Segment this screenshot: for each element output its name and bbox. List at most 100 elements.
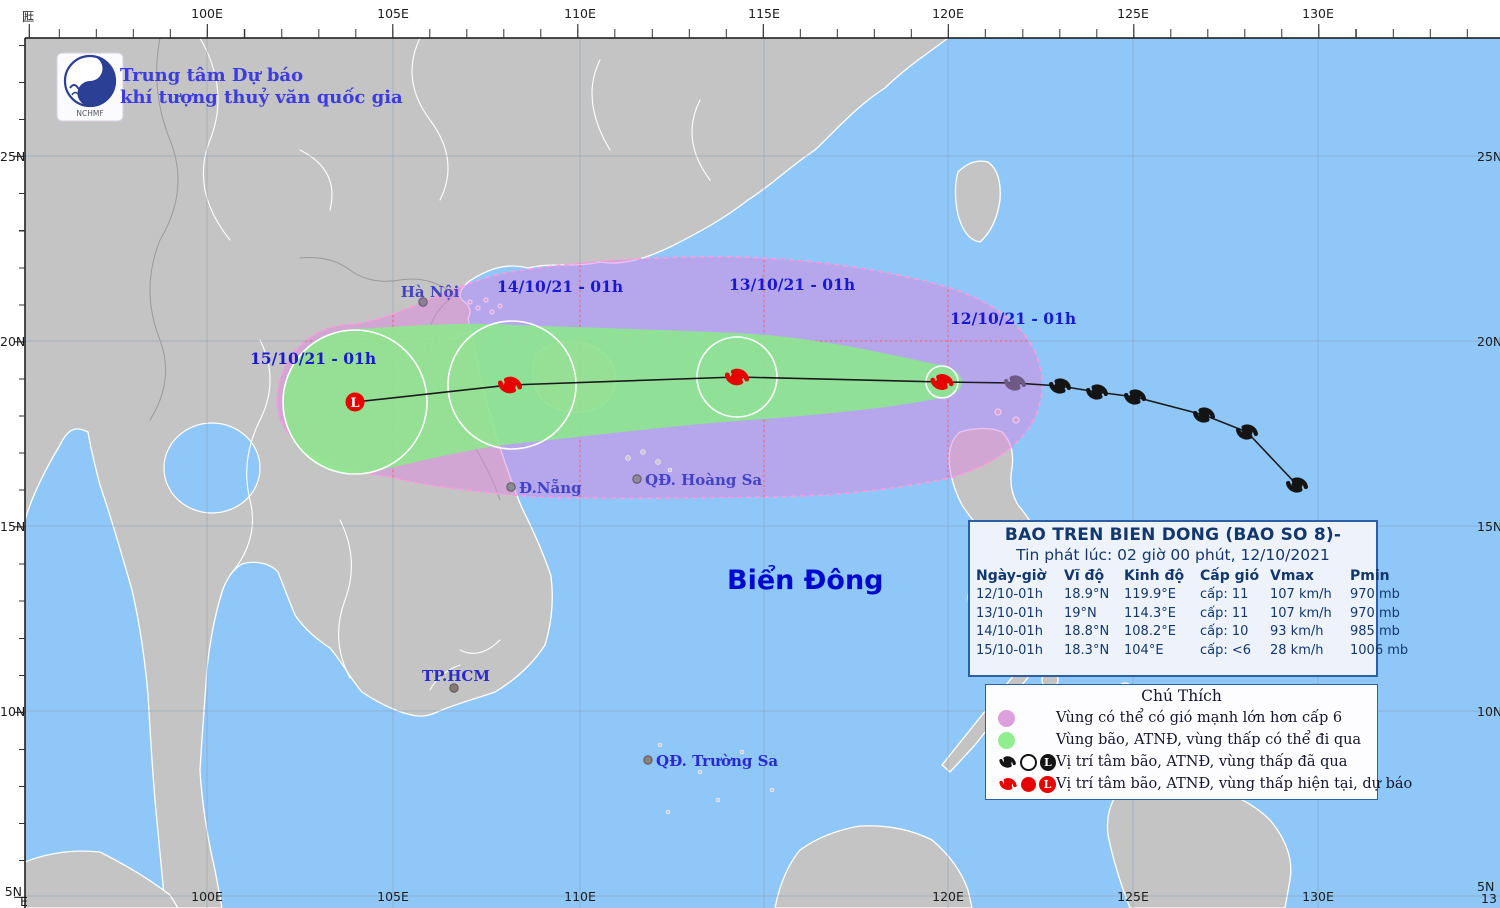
org-title: Trung tâm Dự báo khí tượng thuỷ văn quốc… <box>120 65 403 108</box>
axis-label-right: 10N <box>1477 704 1500 719</box>
cell: 1006 mb <box>1350 642 1409 658</box>
cell: 12/10-01h <box>976 587 1043 602</box>
storm-info-box: BAO TREN BIEN DONG (BAO SO 8)- Tin phát … <box>968 520 1408 677</box>
cell: 93 km/h <box>1270 624 1324 639</box>
cell: 28 km/h <box>1270 642 1324 658</box>
sumatra-island <box>24 850 179 908</box>
legend-text: Vùng có thể có gió mạnh lớn hơn cấp 6 <box>1056 710 1343 726</box>
hcm-label: TP.HCM <box>422 667 490 685</box>
table-row: 14/10-01h 18.8°N 108.2°E cấp: 10 93 km/h… <box>976 623 1410 642</box>
truongsa-dot <box>643 755 653 765</box>
axis-label-bottom: 100E <box>191 889 223 904</box>
cell: cấp: 11 <box>1200 605 1249 621</box>
axis-label-top: 105E <box>377 6 409 21</box>
cell: 13/10-01h <box>976 605 1043 621</box>
hcm-dot <box>449 683 459 693</box>
hanoi-dot <box>418 297 428 307</box>
borneo-island <box>774 825 973 908</box>
cell: 985 mb <box>1350 624 1400 639</box>
cell: cấp: 10 <box>1200 624 1249 639</box>
red-disc-icon <box>1021 776 1036 792</box>
table-row: 13/10-01h 19°N 114.3°E cấp: 11 107 km/h … <box>976 605 1410 624</box>
col-header: Cấp gió <box>1200 568 1260 584</box>
legend-text: Vùng bão, ATNĐ, vùng thấp có thể đi qua <box>1056 732 1362 748</box>
axis-label-bottom: 110E <box>564 889 596 904</box>
map-labels: Hà Nội Đ.Nẵng QĐ. Hoàng Sa TP.HCM QĐ. Tr… <box>250 275 1076 770</box>
cell: 19°N <box>1064 605 1097 621</box>
axis-label-right: 15N <box>1477 519 1500 534</box>
cell: 107 km/h <box>1270 605 1332 621</box>
axis-label-right: 25N <box>1477 149 1500 164</box>
cell: 18.8°N <box>1064 624 1110 639</box>
forecast-storm-symbols: L <box>345 371 952 412</box>
danang-dot <box>506 482 516 492</box>
island-specks <box>625 449 775 815</box>
uncertainty-circles <box>282 320 959 475</box>
hoangsa-dot <box>632 474 642 484</box>
axis-label-top: 100E <box>191 6 223 21</box>
table-header-row: Ngày-giờ Vĩ độ Kinh độ Cấp gió Vmax Pmin <box>976 568 1410 586</box>
nchmf-logo: NCHMF <box>56 52 124 122</box>
purple-zone-swatch <box>998 709 1015 727</box>
col-header: Pmin <box>1350 568 1390 584</box>
cell: 18.9°N <box>1064 587 1110 602</box>
low-pressure-marker: L <box>345 392 365 412</box>
storm-data-table: Ngày-giờ Vĩ độ Kinh độ Cấp gió Vmax Pmin… <box>976 568 1410 660</box>
track-label-12: 12/10/21 - 01h <box>950 309 1076 328</box>
legend-item-wind-zone: Vùng có thể có gió mạnh lớn hơn cấp 6 <box>990 707 1373 729</box>
axis-label-top: 125E <box>1117 6 1149 21</box>
axis-label-top: 115E <box>748 6 780 21</box>
col-header: Vmax <box>1270 568 1314 584</box>
axis-label-top: 120E <box>932 6 964 21</box>
cell: 14/10-01h <box>976 624 1043 639</box>
storm-issued-time: Tin phát lúc: 02 giờ 00 phút, 12/10/2021 <box>1016 546 1330 564</box>
black-l-disc-icon: L <box>1039 753 1056 771</box>
taiwan-island <box>954 160 1001 243</box>
axis-corner-bottom-right: 13 <box>1481 891 1497 906</box>
track-label-14: 14/10/21 - 01h <box>497 277 623 296</box>
hanoi-label: Hà Nội <box>401 283 460 301</box>
axis-label-bottom: 105E <box>377 889 409 904</box>
axis-label-left: 5N <box>4 884 22 899</box>
cell: 18.3°N <box>1064 642 1110 658</box>
legend-text: Vị trí tâm bão, ATNĐ, vùng thấp đã qua <box>1056 754 1348 770</box>
logo-wave <box>77 56 115 106</box>
cell: 104°E <box>1124 642 1164 658</box>
danang-label: Đ.Nẵng <box>519 478 582 497</box>
table-row: 15/10-01h 18.3°N 104°E cấp: <6 28 km/h 1… <box>976 642 1410 661</box>
cell: 107 km/h <box>1270 587 1332 602</box>
legend-title: Chú Thích <box>1141 687 1222 705</box>
axis-label-right: 20N <box>1477 334 1500 349</box>
cell: 970 mb <box>1350 605 1400 621</box>
legend-item-past-position: L Vị trí tâm bão, ATNĐ, vùng thấp đã qua <box>990 751 1373 773</box>
city-dots <box>418 297 653 765</box>
legend-text: Vị trí tâm bão, ATNĐ, vùng thấp hiện tại… <box>1056 776 1413 792</box>
axis-label-right: 5N <box>1477 879 1495 894</box>
axis-label-bottom: 120E <box>932 889 964 904</box>
axis-corner-glyph: 匨 <box>22 9 35 24</box>
org-line1: Trung tâm Dự báo <box>120 65 303 86</box>
table-row: 12/10-01h 18.9°N 119.9°E cấp: 11 107 km/… <box>976 586 1410 605</box>
top-axis-minor-ticks <box>25 29 1500 38</box>
axis-corner-bottom-left: E <box>20 894 28 908</box>
track-label-15: 15/10/21 - 01h <box>250 349 376 368</box>
storm-title: BAO TREN BIEN DONG (BAO SO 8)- <box>1004 525 1342 545</box>
typhoon-icon-black <box>999 756 1016 768</box>
red-l-disc-icon: L <box>1039 775 1056 793</box>
hoangsa-label: QĐ. Hoàng Sa <box>645 471 762 489</box>
cell: 108.2°E <box>1124 624 1176 639</box>
cell: cấp: <6 <box>1200 642 1252 658</box>
axis-label-left: 15N <box>0 519 26 534</box>
cell: 114.3°E <box>1124 605 1176 621</box>
legend-item-current-position: L Vị trí tâm bão, ATNĐ, vùng thấp hiện t… <box>990 773 1412 795</box>
cell: 15/10-01h <box>976 642 1043 658</box>
axis-label-left: 20N <box>0 334 26 349</box>
col-header: Ngày-giờ <box>976 568 1047 584</box>
axis-label-top: 110E <box>564 6 596 21</box>
axis-label-bottom: 130E <box>1302 889 1334 904</box>
left-axis-minor-ticks <box>19 38 25 908</box>
svg-text:L: L <box>350 396 359 411</box>
truongsa-label: QĐ. Trường Sa <box>656 752 778 770</box>
